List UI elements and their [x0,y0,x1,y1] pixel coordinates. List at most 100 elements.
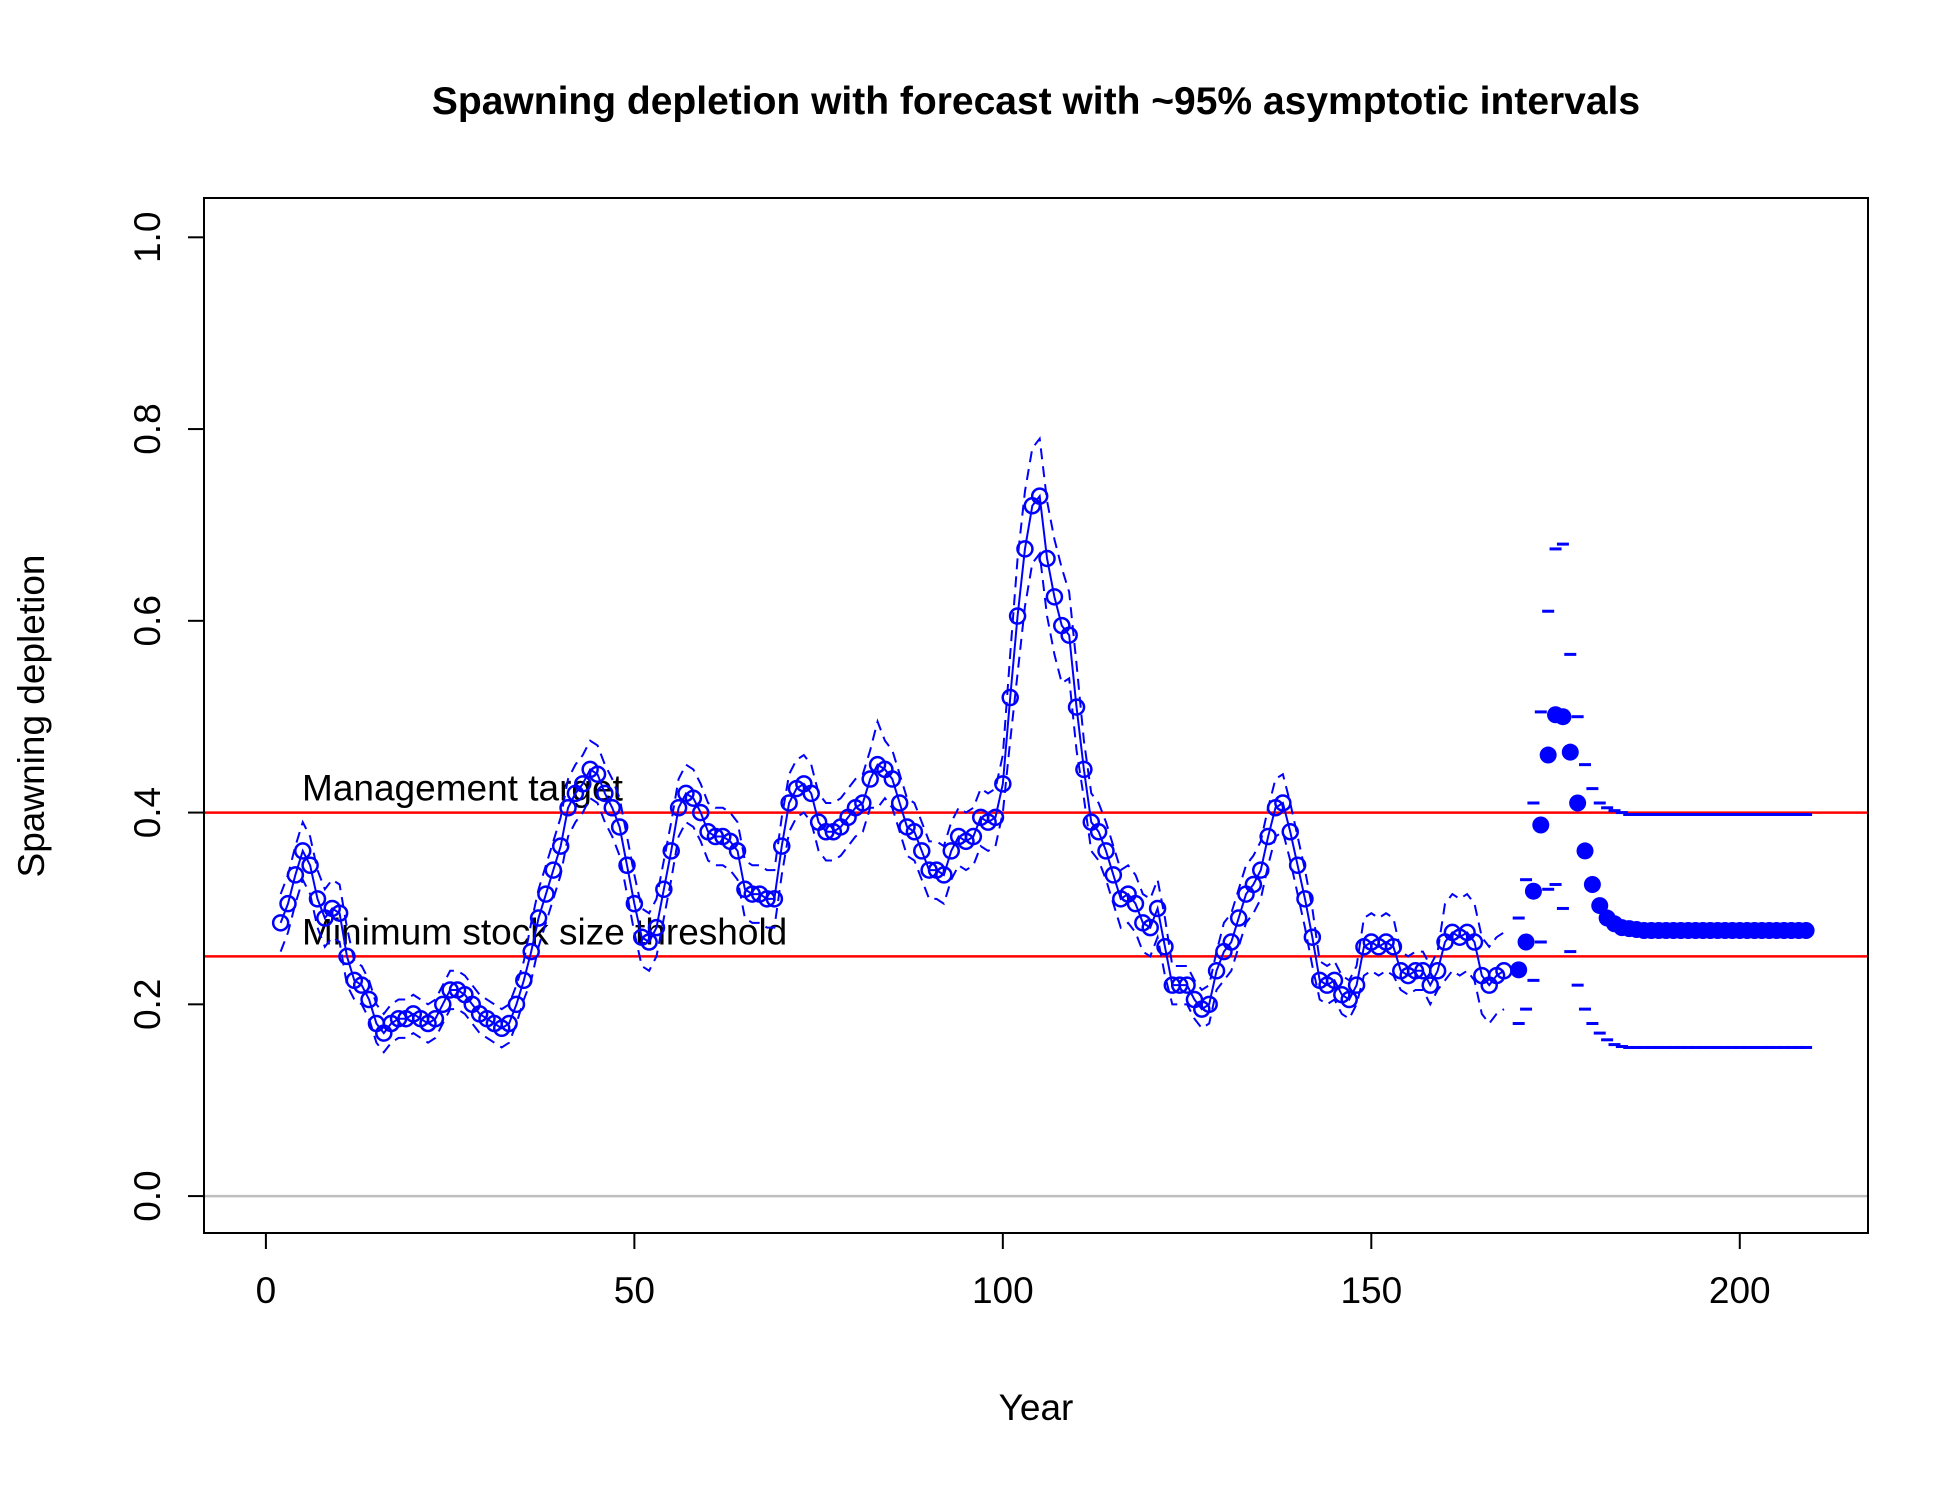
depletion-point [559,799,577,817]
depletion-point [1016,540,1034,558]
y-tick-label: 0.6 [127,595,168,646]
y-tick-label: 0.8 [127,403,168,454]
x-tick-label: 0 [256,1270,277,1311]
reference-label: Minimum stock size threshold [302,911,787,952]
depletion-point [669,799,688,817]
depletion-point [529,909,548,927]
depletion-point [1060,626,1078,644]
forecast-point [1517,933,1535,951]
depletion-point [1244,875,1263,894]
depletion-point [691,803,710,822]
depletion-point [1340,990,1358,1009]
depletion-point [551,837,570,855]
x-tick-label: 200 [1709,1270,1771,1311]
depletion-point [1089,823,1108,841]
depletion-point [1406,962,1425,980]
depletion-point [773,837,791,855]
depletion-point [625,894,644,913]
depletion-point [905,823,924,841]
forecast-point [1524,882,1542,900]
forecast-point [1569,794,1587,812]
depletion-point [500,1014,518,1033]
depletion-point [994,775,1012,793]
x-tick-label: 50 [614,1270,655,1311]
depletion-point [758,890,776,908]
plot-frame [203,197,1869,1234]
depletion-point [434,995,452,1014]
depletion-point [308,890,327,908]
forecast-point [1510,961,1528,979]
depletion-point [1178,976,1196,994]
depletion-point [1325,971,1344,990]
depletion-point [279,894,297,913]
depletion-point [964,827,983,846]
depletion-point [861,770,879,788]
forecast-point [1532,816,1550,834]
depletion-point [515,971,533,990]
depletion-point [640,933,658,951]
depletion-point [293,842,312,860]
depletion-point [890,794,909,812]
depletion-point [1207,962,1226,980]
depletion-point [574,775,592,793]
y-axis-label: Spawning depletion [11,555,52,878]
depletion-point [522,942,540,961]
depletion-point [802,784,820,803]
depletion-point [1281,823,1299,841]
y-tick-label: 0.0 [127,1170,168,1221]
depletion-point [1428,962,1447,980]
forecast-point [1583,875,1601,893]
depletion-point [1038,549,1056,568]
depletion-point [1384,938,1403,956]
depletion-point [1252,861,1270,879]
depletion-point [655,880,673,899]
depletion-point [544,861,563,879]
depletion-point [883,770,902,788]
depletion-point [1274,794,1292,812]
depletion-point [1075,760,1093,779]
depletion-point [1347,976,1366,994]
forecast-point [1561,743,1579,761]
depletion-point [1288,856,1307,875]
depletion-point [942,842,961,860]
y-tick-label: 0.4 [127,787,168,838]
forecast-point [1554,708,1572,726]
depletion-point [330,904,349,922]
depletion-point [352,976,371,994]
depletion-point [765,890,784,908]
forecast-point [1576,842,1594,860]
forecast-point [1591,897,1609,915]
depletion-point [1008,607,1027,625]
depletion-point [1170,976,1189,994]
x-axis-label: Year [999,1387,1074,1428]
depletion-point [1148,899,1167,918]
depletion-point [360,990,378,1009]
forecast-point [1797,922,1815,940]
depletion-point [728,842,747,860]
depletion-point [1030,487,1049,505]
depletion-point [684,789,703,807]
depletion-point [338,947,356,966]
depletion-point [1296,890,1314,908]
depletion-point [301,856,319,875]
depletion-point [588,765,607,783]
depletion-point [1097,842,1115,860]
depletion-point [1067,698,1086,716]
depletion-point [935,866,953,884]
depletion-point [1126,894,1145,913]
depletion-point [1001,688,1019,707]
depletion-point [603,799,622,817]
depletion-point [1200,995,1218,1014]
x-tick-label: 100 [972,1270,1034,1311]
depletion-point [271,914,290,932]
depletion-point [426,1009,445,1028]
depletion-point [1259,827,1277,846]
depletion-point [662,842,680,860]
depletion-point [1465,933,1484,951]
depletion-point [1421,976,1440,994]
forecast-point [1539,746,1557,764]
depletion-point [507,995,526,1014]
interval-line [279,436,1505,1016]
